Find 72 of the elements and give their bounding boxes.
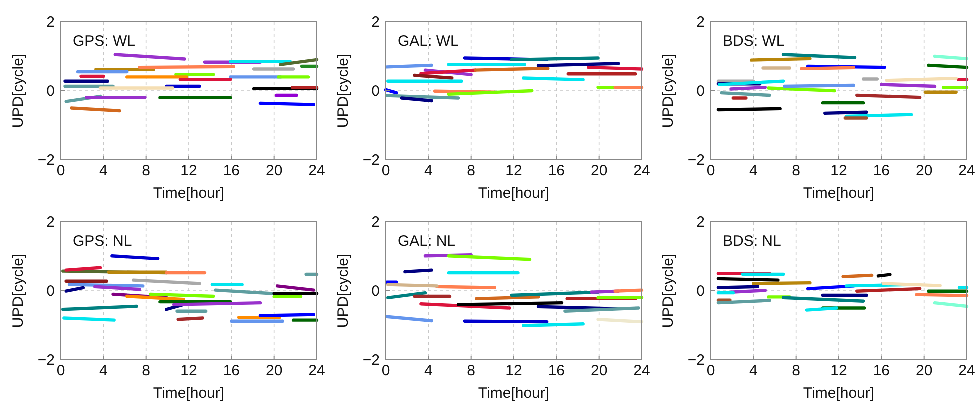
y-tick-label: −2 [38, 152, 55, 169]
x-tick-label: 12 [830, 162, 848, 180]
y-tick-label: 2 [696, 14, 705, 31]
y-tick-label: 2 [372, 214, 380, 231]
x-tick-label: 16 [873, 362, 890, 380]
x-tick-label: 20 [266, 162, 283, 180]
x-tick-label: 24 [634, 362, 650, 380]
x-axis-title: Time[hour] [478, 385, 550, 402]
x-tick-label: 16 [223, 162, 240, 180]
x-tick-label: 8 [792, 162, 801, 180]
y-tick-label: 2 [696, 214, 705, 231]
x-tick-label: 24 [634, 162, 650, 180]
x-axis-title: Time[hour] [478, 185, 550, 202]
y-tick-label: −2 [38, 352, 55, 369]
x-tick-label: 4 [749, 162, 758, 180]
y-tick-label: 0 [372, 82, 380, 100]
y-axis-title: UPD[cycle] [660, 54, 677, 128]
y-tick-label: 2 [46, 214, 55, 231]
text: GPS: WL [73, 33, 136, 50]
text: BDS: NL [723, 233, 782, 250]
x-tick-label: 12 [506, 362, 522, 380]
x-tick-label: 20 [266, 362, 283, 380]
x-tick-label: 8 [142, 362, 151, 380]
x-tick-label: 20 [916, 362, 933, 380]
text: BDS: WL [723, 33, 785, 50]
x-tick-label: 8 [142, 162, 151, 180]
x-tick-label: 12 [830, 362, 848, 380]
x-tick-label: 8 [467, 162, 476, 180]
x-tick-label: 20 [916, 162, 933, 180]
text: GPS: NL [73, 233, 132, 250]
y-tick-label: 2 [46, 14, 55, 31]
x-tick-label: 16 [548, 362, 566, 380]
x-tick-label: 16 [873, 162, 890, 180]
y-tick-label: 2 [372, 14, 380, 31]
y-axis-title: UPD[cycle] [10, 254, 27, 328]
y-axis-title: UPD[cycle] [335, 254, 352, 328]
y-tick-label: −2 [362, 152, 380, 169]
x-tick-label: 16 [548, 162, 566, 180]
x-tick-label: 24 [308, 162, 326, 180]
y-tick-label: 0 [696, 282, 705, 300]
x-tick-label: 4 [749, 362, 758, 380]
y-tick-label: −2 [688, 152, 705, 169]
x-tick-label: 4 [99, 362, 108, 380]
x-axis-title: Time[hour] [803, 185, 875, 202]
y-axis-title: UPD[cycle] [660, 254, 677, 328]
x-tick-label: 4 [424, 162, 433, 180]
x-axis-title: Time[hour] [153, 385, 225, 402]
x-axis-title: Time[hour] [153, 185, 225, 202]
x-tick-label: 24 [958, 362, 975, 380]
x-tick-label: 24 [958, 162, 975, 180]
y-tick-label: 0 [696, 82, 705, 100]
x-tick-label: 12 [180, 362, 198, 380]
x-axis-title: Time[hour] [803, 385, 875, 402]
y-tick-label: −2 [688, 352, 705, 369]
text: GAL: NL [398, 233, 456, 250]
x-tick-label: 4 [424, 362, 433, 380]
text: GAL: WL [398, 33, 459, 50]
x-tick-label: 8 [467, 362, 476, 380]
x-tick-label: 20 [590, 362, 608, 380]
x-tick-label: 16 [223, 362, 240, 380]
y-tick-label: 0 [372, 282, 380, 300]
x-tick-label: 20 [590, 162, 608, 180]
y-axis-title: UPD[cycle] [10, 54, 27, 128]
y-tick-label: −2 [362, 352, 380, 369]
x-tick-label: 8 [792, 362, 801, 380]
y-axis-title: UPD[cycle] [335, 54, 352, 128]
x-tick-label: 12 [506, 162, 522, 180]
y-tick-label: 0 [46, 282, 55, 300]
x-tick-label: 12 [180, 162, 198, 180]
x-tick-label: 24 [308, 362, 326, 380]
x-tick-label: 4 [99, 162, 108, 180]
y-tick-label: 0 [46, 82, 55, 100]
